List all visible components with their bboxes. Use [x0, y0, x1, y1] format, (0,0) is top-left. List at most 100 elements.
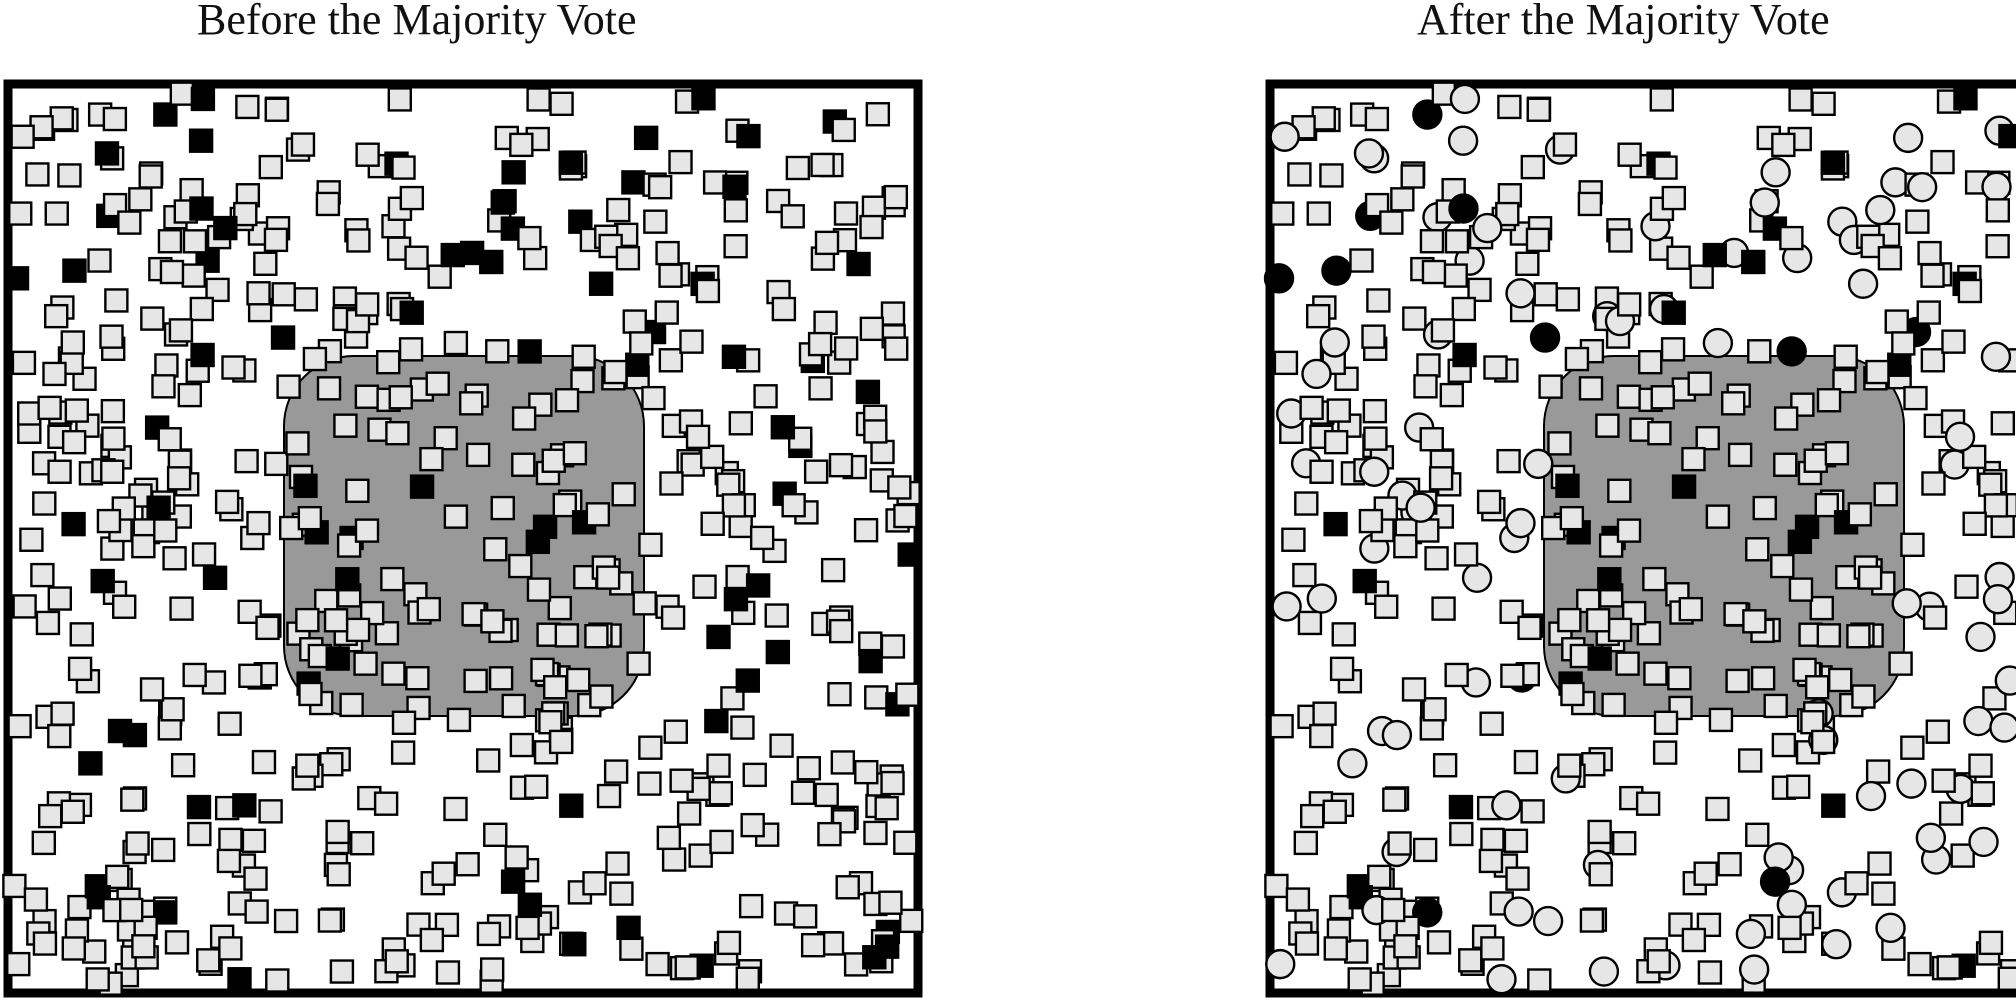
open-square-marker: [264, 97, 289, 122]
open-square-marker: [1361, 324, 1386, 349]
open-square-marker: [692, 574, 717, 599]
open-square-marker: [1329, 656, 1355, 682]
open-circle-marker: [1523, 448, 1554, 480]
open-square-marker: [893, 830, 918, 855]
open-square-marker: [571, 344, 596, 369]
open-square-marker: [246, 281, 271, 306]
open-square-marker: [1413, 374, 1438, 399]
open-square-marker: [67, 656, 93, 682]
open-square-marker: [1479, 711, 1504, 736]
open-square-marker: [1667, 666, 1692, 691]
open-square-marker: [1312, 701, 1337, 726]
black-circle-marker: [1776, 336, 1807, 367]
open-square-marker: [728, 513, 753, 539]
open-square-marker: [157, 229, 183, 254]
open-circle-marker: [1359, 456, 1390, 487]
open-square-marker: [695, 278, 721, 304]
open-circle-marker: [1735, 918, 1767, 950]
open-square-marker: [1681, 927, 1707, 953]
black-square-marker: [1887, 352, 1912, 377]
open-square-marker: [354, 292, 380, 317]
open-square-marker: [317, 908, 343, 933]
black-square-marker: [517, 339, 542, 364]
open-square-marker: [1577, 191, 1603, 217]
open-square-marker: [1957, 278, 1983, 304]
open-square-marker: [1930, 149, 1955, 175]
open-square-marker: [87, 248, 112, 273]
open-square-marker: [465, 442, 491, 468]
open-square-marker: [162, 546, 187, 571]
open-square-marker: [140, 306, 165, 331]
open-square-marker: [1693, 861, 1718, 886]
open-square-marker: [605, 851, 630, 876]
open-square-marker: [483, 822, 508, 848]
black-square-marker: [188, 128, 214, 153]
open-square-marker: [1636, 621, 1662, 646]
open-square-marker: [101, 426, 126, 451]
open-square-marker: [1777, 915, 1802, 941]
open-circle-marker: [1702, 327, 1734, 359]
open-square-marker: [32, 931, 58, 956]
open-circle-marker: [1738, 954, 1770, 985]
black-square-marker: [704, 708, 729, 734]
black-square-marker: [723, 586, 749, 612]
open-square-marker: [658, 348, 684, 373]
open-square-marker: [263, 227, 289, 253]
open-square-marker: [1393, 934, 1418, 959]
black-square-marker: [270, 325, 296, 350]
open-circle-marker: [1980, 341, 2012, 372]
open-square-marker: [1294, 491, 1319, 516]
open-square-marker: [1635, 791, 1661, 816]
open-square-marker: [764, 603, 789, 628]
open-circle-marker: [1892, 122, 1924, 154]
open-square-marker: [632, 591, 657, 616]
open-square-marker: [1495, 201, 1520, 227]
open-circle-marker: [1588, 956, 1620, 987]
black-square-marker: [1794, 514, 1820, 540]
open-square-marker: [669, 768, 694, 793]
open-square-marker: [1281, 527, 1306, 552]
open-square-marker: [1480, 827, 1505, 853]
open-square-marker: [829, 618, 854, 644]
open-circle-marker: [1981, 171, 2012, 202]
black-square-marker: [562, 932, 587, 957]
open-square-marker: [1467, 277, 1492, 303]
open-square-marker: [820, 557, 846, 583]
open-square-marker: [1497, 94, 1522, 120]
open-square-marker: [1705, 796, 1730, 822]
open-square-marker: [329, 959, 355, 984]
open-square-marker: [688, 843, 713, 868]
open-square-marker: [1299, 395, 1324, 421]
black-square-marker: [1671, 474, 1697, 499]
open-square-marker: [549, 91, 574, 117]
open-square-marker: [1891, 331, 1916, 356]
open-square-marker: [1647, 420, 1672, 446]
open-square-marker: [1547, 431, 1572, 456]
open-square-marker: [1527, 968, 1552, 993]
open-square-marker: [603, 359, 628, 385]
open-square-marker: [47, 723, 72, 749]
open-square-marker: [1269, 713, 1294, 739]
open-square-marker: [164, 930, 190, 955]
open-square-marker: [1422, 697, 1447, 722]
open-square-marker: [853, 517, 879, 543]
black-square-marker: [722, 174, 747, 199]
open-square-marker: [810, 152, 835, 178]
open-square-marker: [104, 288, 129, 313]
black-square-marker: [874, 934, 900, 959]
open-square-marker: [177, 382, 203, 408]
open-square-marker: [790, 780, 816, 805]
open-square-marker: [1649, 87, 1674, 112]
open-square-marker: [1587, 819, 1612, 845]
open-square-marker: [785, 155, 811, 181]
open-square-marker: [1865, 359, 1890, 385]
open-square-marker: [647, 174, 673, 200]
open-circle-marker: [1486, 964, 1517, 995]
open-circle-marker: [1760, 157, 1791, 188]
open-square-marker: [1661, 185, 1687, 211]
open-square-marker: [780, 204, 805, 229]
open-square-marker: [271, 282, 296, 307]
open-square-marker: [23, 887, 49, 912]
open-square-marker: [656, 825, 682, 851]
open-square-marker: [831, 117, 856, 143]
